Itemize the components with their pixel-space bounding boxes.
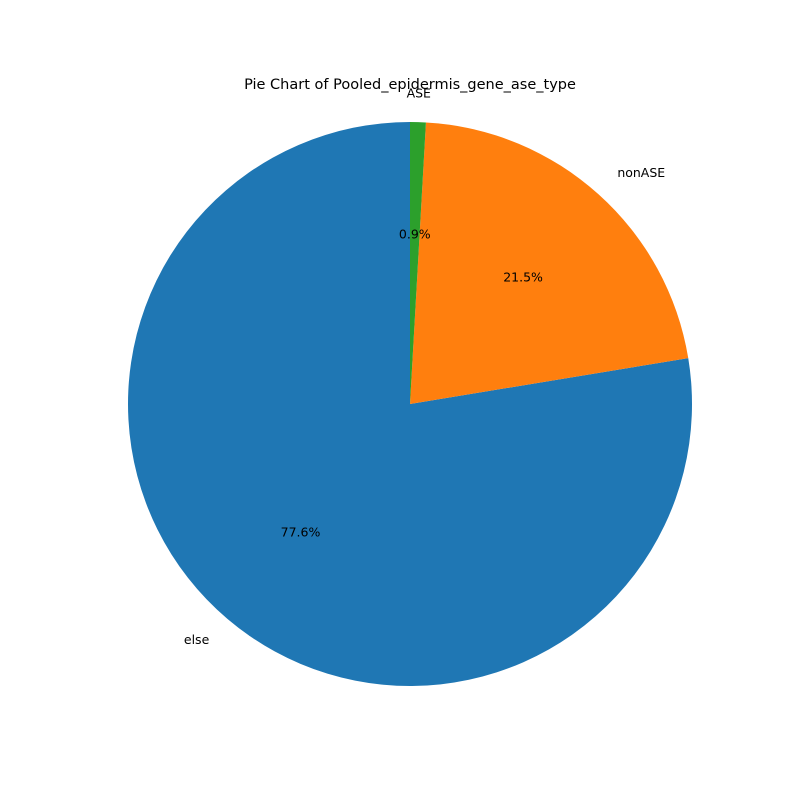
slice-label-ase: ASE — [407, 85, 431, 100]
pie-slice-else — [128, 122, 693, 686]
pie-slices — [128, 122, 693, 686]
slice-label-nonase: nonASE — [617, 165, 665, 180]
pie-slice-ase — [410, 122, 426, 404]
pie-labels: else 77.6% nonASE 21.5% ASE 0.9% — [184, 85, 665, 647]
slice-label-else: else — [184, 632, 210, 647]
slice-pct-else: 77.6% — [281, 525, 321, 540]
pie-slice-nonase — [410, 122, 689, 404]
slice-pct-nonase: 21.5% — [503, 270, 543, 285]
slice-pct-ase: 0.9% — [399, 226, 431, 241]
chart-title: Pie Chart of Pooled_epidermis_gene_ase_t… — [244, 77, 576, 93]
